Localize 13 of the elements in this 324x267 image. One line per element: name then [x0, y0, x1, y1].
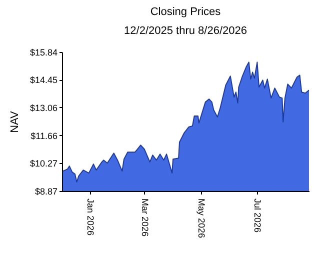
y-tick-label: $15.84 — [30, 48, 58, 58]
y-axis-title: NAV — [8, 110, 21, 133]
chart-title: Closing Prices — [150, 6, 222, 18]
x-tick-label: May 2026 — [196, 198, 206, 238]
y-tick-label: $10.27 — [30, 158, 58, 169]
y-tick-label: $13.06 — [30, 102, 58, 113]
x-tick-label: Jan 2026 — [85, 198, 96, 236]
y-tick-label: $8.87 — [34, 186, 58, 196]
y-tick-label: $14.45 — [30, 75, 58, 86]
y-tick-label: $11.66 — [30, 130, 58, 141]
chart-subtitle: 12/2/2025 thru 8/26/2026 — [124, 25, 247, 37]
x-tick-label: Mar 2026 — [140, 198, 150, 237]
x-tick-label: Jul 2026 — [252, 198, 263, 233]
